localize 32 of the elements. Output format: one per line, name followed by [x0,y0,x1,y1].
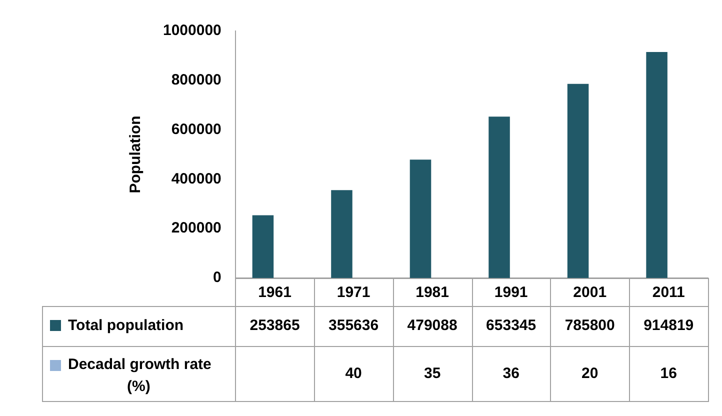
data-label: 35 [424,365,441,382]
data-label: 914819 [644,317,694,334]
data-label: 36 [502,365,520,382]
y-tick-label: 400000 [171,170,222,188]
y-axis-title: Population [127,116,144,194]
data-label: 355636 [328,317,379,334]
data-label: 785800 [564,317,615,334]
x-tick-label: 1961 [258,284,292,302]
x-tick-label: 1981 [416,284,449,302]
bar [410,160,432,278]
data-label: 479088 [407,317,458,334]
y-tick-label: 0 [213,269,222,286]
x-tick-label: 1971 [336,284,370,302]
bar [331,190,352,278]
data-label: 40 [345,365,362,382]
bar [646,52,668,278]
x-tick-label: 2011 [652,284,685,302]
data-label: 20 [582,365,598,382]
x-tick-label: 2001 [573,284,607,302]
bar [252,215,274,278]
data-label: 253865 [250,317,300,334]
bar [567,84,589,278]
legend-label: Total population [68,317,184,334]
x-tick-label: 1991 [494,284,528,302]
bar [488,116,510,278]
data-label: 16 [660,365,677,382]
y-tick-label: 800000 [171,72,222,89]
y-tick-label: 200000 [171,220,222,237]
legend-label: Decadal growth rate (%) [68,356,212,396]
y-tick-label: 600000 [171,120,222,138]
data-label: 653345 [486,317,536,334]
y-tick-label: 1000000 [162,22,222,40]
